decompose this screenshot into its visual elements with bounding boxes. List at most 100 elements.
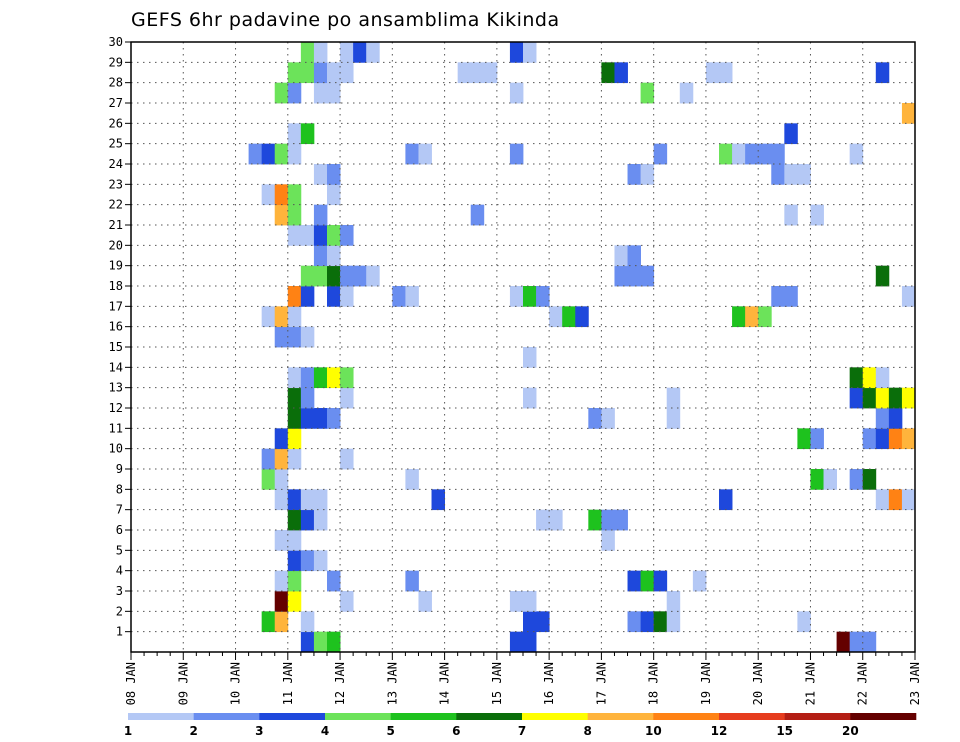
heatmap-cell <box>274 530 289 551</box>
heatmap-cell <box>875 408 890 429</box>
heatmap-cell <box>614 62 628 84</box>
heatmap-cell <box>300 367 315 389</box>
y-tick-label: 29 <box>109 55 123 69</box>
heatmap-cell <box>640 570 655 592</box>
heatmap-cell <box>261 143 276 165</box>
heatmap-cell <box>287 550 302 572</box>
heatmap-cell <box>287 367 302 389</box>
heatmap-cell <box>640 82 655 104</box>
heatmap-cell <box>627 245 641 267</box>
heatmap-cell <box>849 631 864 653</box>
heatmap-cell <box>287 509 302 531</box>
heatmap-cell <box>287 82 302 104</box>
heatmap-cell <box>797 428 811 450</box>
y-tick-label: 21 <box>109 218 123 232</box>
heatmap-cell <box>509 42 524 63</box>
chart-title: GEFS 6hr padavine po ansamblima Kikinda <box>131 9 560 31</box>
heatmap-cell <box>523 286 537 307</box>
heatmap-cell <box>666 408 681 429</box>
x-tick-label: 10 JAN <box>229 662 243 705</box>
heatmap-cell <box>705 62 720 84</box>
heatmap-cell <box>536 611 550 633</box>
heatmap-cell <box>313 550 328 572</box>
heatmap-cell <box>797 611 811 633</box>
heatmap-cell <box>888 408 903 429</box>
colorbar-swatch <box>128 713 194 720</box>
heatmap-cell <box>875 387 890 409</box>
colorbar-swatch <box>784 713 851 720</box>
x-tick-label: 17 JAN <box>594 662 608 705</box>
heatmap-cell <box>340 448 354 470</box>
heatmap-cell <box>901 428 916 450</box>
heatmap-cell <box>797 164 811 185</box>
heatmap-cell <box>287 204 302 226</box>
heatmap-cell <box>300 408 315 429</box>
heatmap-cell <box>287 428 302 450</box>
x-tick-label: 15 JAN <box>490 662 504 705</box>
heatmap-cell <box>327 265 341 287</box>
heatmap-cell <box>340 265 354 287</box>
x-tick-label: 18 JAN <box>647 662 661 705</box>
heatmap-cell <box>274 448 289 470</box>
y-tick-label: 5 <box>116 543 123 557</box>
x-tick-label: 20 JAN <box>751 662 765 705</box>
heatmap-cell <box>849 367 864 389</box>
heatmap-cell <box>274 82 289 104</box>
y-tick-label: 6 <box>116 523 123 537</box>
y-tick-label: 28 <box>109 76 123 90</box>
heatmap-cell <box>287 448 302 470</box>
heatmap-cell <box>327 631 341 653</box>
heatmap-cell <box>274 428 289 450</box>
heatmap-cell <box>300 509 315 531</box>
heatmap-cell <box>784 204 798 226</box>
heatmap-cell <box>287 530 302 551</box>
heatmap-cell <box>300 123 315 145</box>
heatmap-cell <box>366 265 380 287</box>
y-tick-label: 30 <box>109 35 123 49</box>
y-tick-label: 13 <box>109 381 123 395</box>
heatmap-cell <box>732 306 746 328</box>
heatmap-cell <box>327 164 341 185</box>
x-tick-label: 11 JAN <box>281 662 295 705</box>
heatmap-cell <box>549 306 563 328</box>
heatmap-cell <box>614 509 628 531</box>
heatmap-cell <box>457 62 472 84</box>
heatmap-cell <box>771 164 785 185</box>
heatmap-cell <box>666 611 681 633</box>
heatmap-cell <box>300 387 315 409</box>
heatmap-cell <box>261 448 276 470</box>
heatmap-cell <box>719 489 733 511</box>
colorbar-label: 12 <box>711 724 728 738</box>
x-tick-label: 23 JAN <box>908 662 922 705</box>
x-tick-label: 14 JAN <box>438 662 452 705</box>
x-tick-label: 22 JAN <box>856 662 870 705</box>
heatmap-cell <box>653 611 668 633</box>
heatmap-cell <box>836 631 851 653</box>
heatmap-cell <box>287 143 302 165</box>
heatmap-cell <box>274 184 289 206</box>
heatmap-cell <box>849 387 864 409</box>
heatmap-cell <box>523 42 537 63</box>
heatmap-cell <box>287 62 302 84</box>
x-tick-label: 19 JAN <box>699 662 713 705</box>
x-tick-label: 21 JAN <box>803 662 817 705</box>
colorbar-label: 8 <box>583 724 591 738</box>
heatmap-cell <box>313 225 328 246</box>
colorbar-swatch <box>850 713 917 720</box>
heatmap-cell <box>588 408 602 429</box>
x-tick-label: 13 JAN <box>385 662 399 705</box>
heatmap-cell <box>287 184 302 206</box>
heatmap-cell <box>470 204 485 226</box>
y-tick-label: 18 <box>109 279 123 293</box>
heatmap-cell <box>287 408 302 429</box>
heatmap-cell <box>862 367 877 389</box>
heatmap-cell <box>614 265 628 287</box>
heatmap-cell <box>588 509 602 531</box>
heatmap-cell <box>875 265 890 287</box>
heatmap-cell <box>810 469 824 490</box>
y-tick-label: 12 <box>109 401 123 415</box>
x-tick-label: 09 JAN <box>176 662 190 705</box>
y-tick-label: 27 <box>109 96 123 110</box>
heatmap-cell <box>261 184 276 206</box>
heatmap-cell <box>313 489 328 511</box>
